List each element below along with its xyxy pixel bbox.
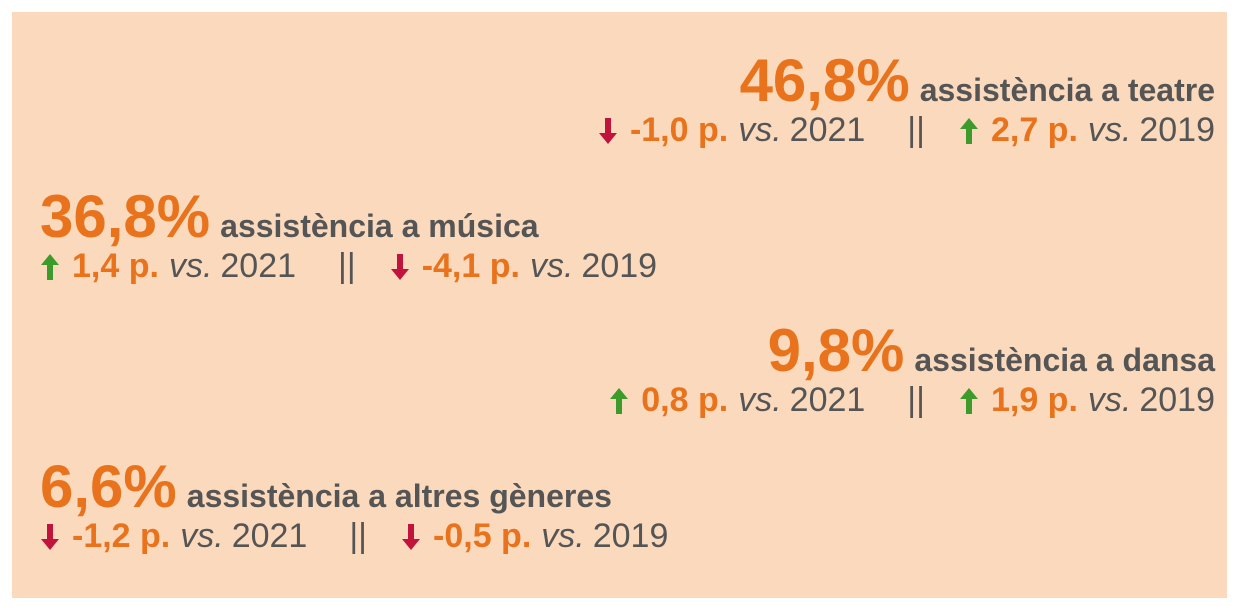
delta: 1,9 p.: [990, 381, 1078, 419]
vs-label: vs.: [529, 247, 574, 285]
trend-arrow: [598, 117, 617, 144]
separator: ||: [907, 111, 925, 149]
arrow-shape: [959, 117, 978, 144]
vs-label: vs.: [738, 381, 782, 419]
year: 2021: [220, 247, 297, 285]
stat-label: assistència a teatre: [919, 72, 1215, 108]
trend-arrow: [610, 387, 629, 414]
trend-arrow: [41, 253, 59, 280]
stat-comparisons: 0,8 p. vs. 2021 || 1,9 p. vs. 2019: [40, 381, 1215, 420]
arrow-shape: [959, 387, 978, 414]
stat-comparisons: -1,0 p. vs. 2021 || 2,7 p. vs. 2019: [40, 111, 1215, 150]
stat-percent: 9,8%: [767, 317, 905, 384]
delta: -1,0 p.: [629, 111, 729, 149]
separator: ||: [907, 381, 925, 419]
stat-item: 36,8% assistència a música 1,4 p. vs. 2021 ||…: [40, 182, 1215, 286]
stat-percent: 46,8%: [739, 47, 910, 114]
arrow-shape: [41, 253, 59, 280]
trend-arrow: [959, 117, 978, 144]
delta: 2,7 p.: [990, 111, 1078, 149]
arrow-shape: [598, 117, 617, 144]
separator: ||: [349, 517, 368, 555]
arrow-shape: [390, 253, 409, 280]
vs-label: vs.: [180, 517, 224, 555]
delta: -1,2 p.: [72, 517, 171, 555]
stat-label: assistència a altres gèneres: [186, 478, 612, 514]
vs-label: vs.: [1087, 381, 1132, 419]
stat-item: 9,8% assistència a dansa 0,8 p. vs. 2021 || 1,…: [40, 316, 1215, 420]
delta: 1,4 p.: [72, 247, 159, 285]
separator: ||: [338, 247, 356, 285]
vs-label: vs.: [168, 247, 213, 285]
stat-head: 6,6% assistència a altres gèneres: [40, 452, 1215, 521]
stat-head: 36,8% assistència a música: [40, 182, 1215, 251]
stat-label: assistència a dansa: [914, 342, 1215, 378]
trend-arrow: [41, 523, 59, 550]
year: 2019: [592, 517, 669, 555]
arrow-shape: [41, 523, 59, 550]
stat-comparisons: 1,4 p. vs. 2021 || -4,1 p. vs. 2019: [40, 247, 1215, 286]
arrow-shape: [402, 523, 421, 550]
vs-label: vs.: [738, 111, 782, 149]
year: 2019: [581, 247, 658, 285]
stat-percent: 6,6%: [40, 453, 177, 520]
stat-item: 46,8% assistència a teatre -1,0 p. vs. 2021 |…: [40, 46, 1215, 150]
arrow-shape: [610, 387, 629, 414]
delta: -4,1 p.: [421, 247, 520, 285]
year: 2019: [1139, 111, 1215, 149]
vs-label: vs.: [1087, 111, 1132, 149]
trend-arrow: [390, 253, 409, 280]
year: 2021: [231, 517, 308, 555]
stat-head: 9,8% assistència a dansa: [40, 316, 1215, 385]
stat-percent: 36,8%: [40, 183, 211, 250]
stat-comparisons: -1,2 p. vs. 2021 || -0,5 p. vs. 2019: [40, 517, 1215, 556]
stat-item: 6,6% assistència a altres gèneres -1,2 p. v…: [40, 452, 1215, 556]
stat-label: assistència a música: [220, 208, 539, 244]
panel: 46,8% assistència a teatre -1,0 p. vs. 2021 |…: [12, 12, 1227, 598]
stat-head: 46,8% assistència a teatre: [40, 46, 1215, 115]
delta: 0,8 p.: [641, 381, 729, 419]
trend-arrow: [959, 387, 978, 414]
vs-label: vs.: [541, 517, 585, 555]
year: 2019: [1139, 381, 1215, 419]
trend-arrow: [402, 523, 421, 550]
year: 2021: [789, 111, 866, 149]
year: 2021: [789, 381, 866, 419]
delta: -0,5 p.: [433, 517, 532, 555]
